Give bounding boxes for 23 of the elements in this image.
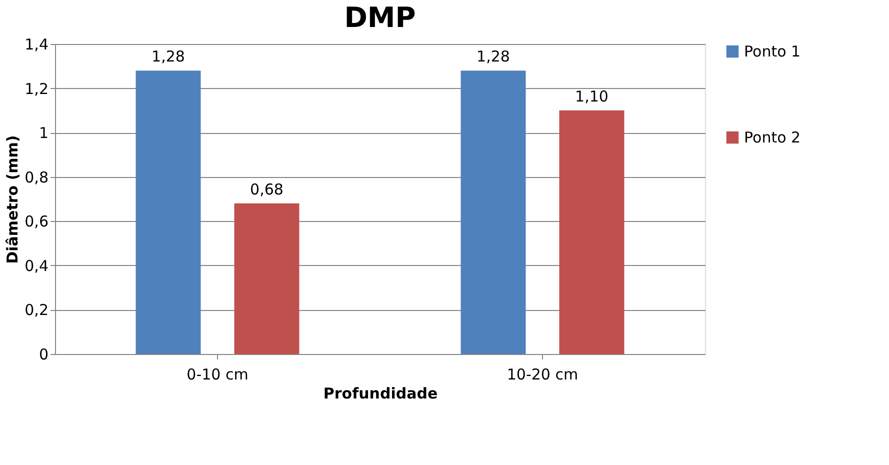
bar [234, 203, 300, 354]
y-tick-label: 0 [38, 346, 48, 364]
chart-title: DMP [344, 1, 416, 34]
y-tick-label: 0,4 [24, 256, 48, 275]
y-tick-label: 1,4 [24, 36, 48, 54]
y-axis-title: Diâmetro (mm) [4, 135, 22, 264]
legend-label: Ponto 1 [744, 42, 801, 60]
y-tick-label: 0,8 [24, 168, 48, 186]
data-label: 0,68 [250, 180, 284, 198]
bar [136, 70, 201, 354]
y-tick-label: 1,2 [24, 80, 48, 98]
data-label: 1,28 [476, 48, 510, 66]
y-tick-label: 0,6 [24, 212, 48, 231]
x-tick-label: 0-10 cm [186, 366, 248, 384]
data-label: 1,28 [152, 48, 185, 66]
y-tick-label: 1 [38, 124, 48, 142]
bar [559, 110, 624, 354]
x-axis-title: Profundidade [323, 384, 438, 402]
y-tick-label: 0,2 [24, 301, 48, 320]
bar [460, 70, 526, 354]
legend-label: Ponto 2 [744, 128, 801, 146]
x-tick-label: 10-20 cm [506, 366, 578, 384]
data-label: 1,10 [575, 87, 608, 106]
